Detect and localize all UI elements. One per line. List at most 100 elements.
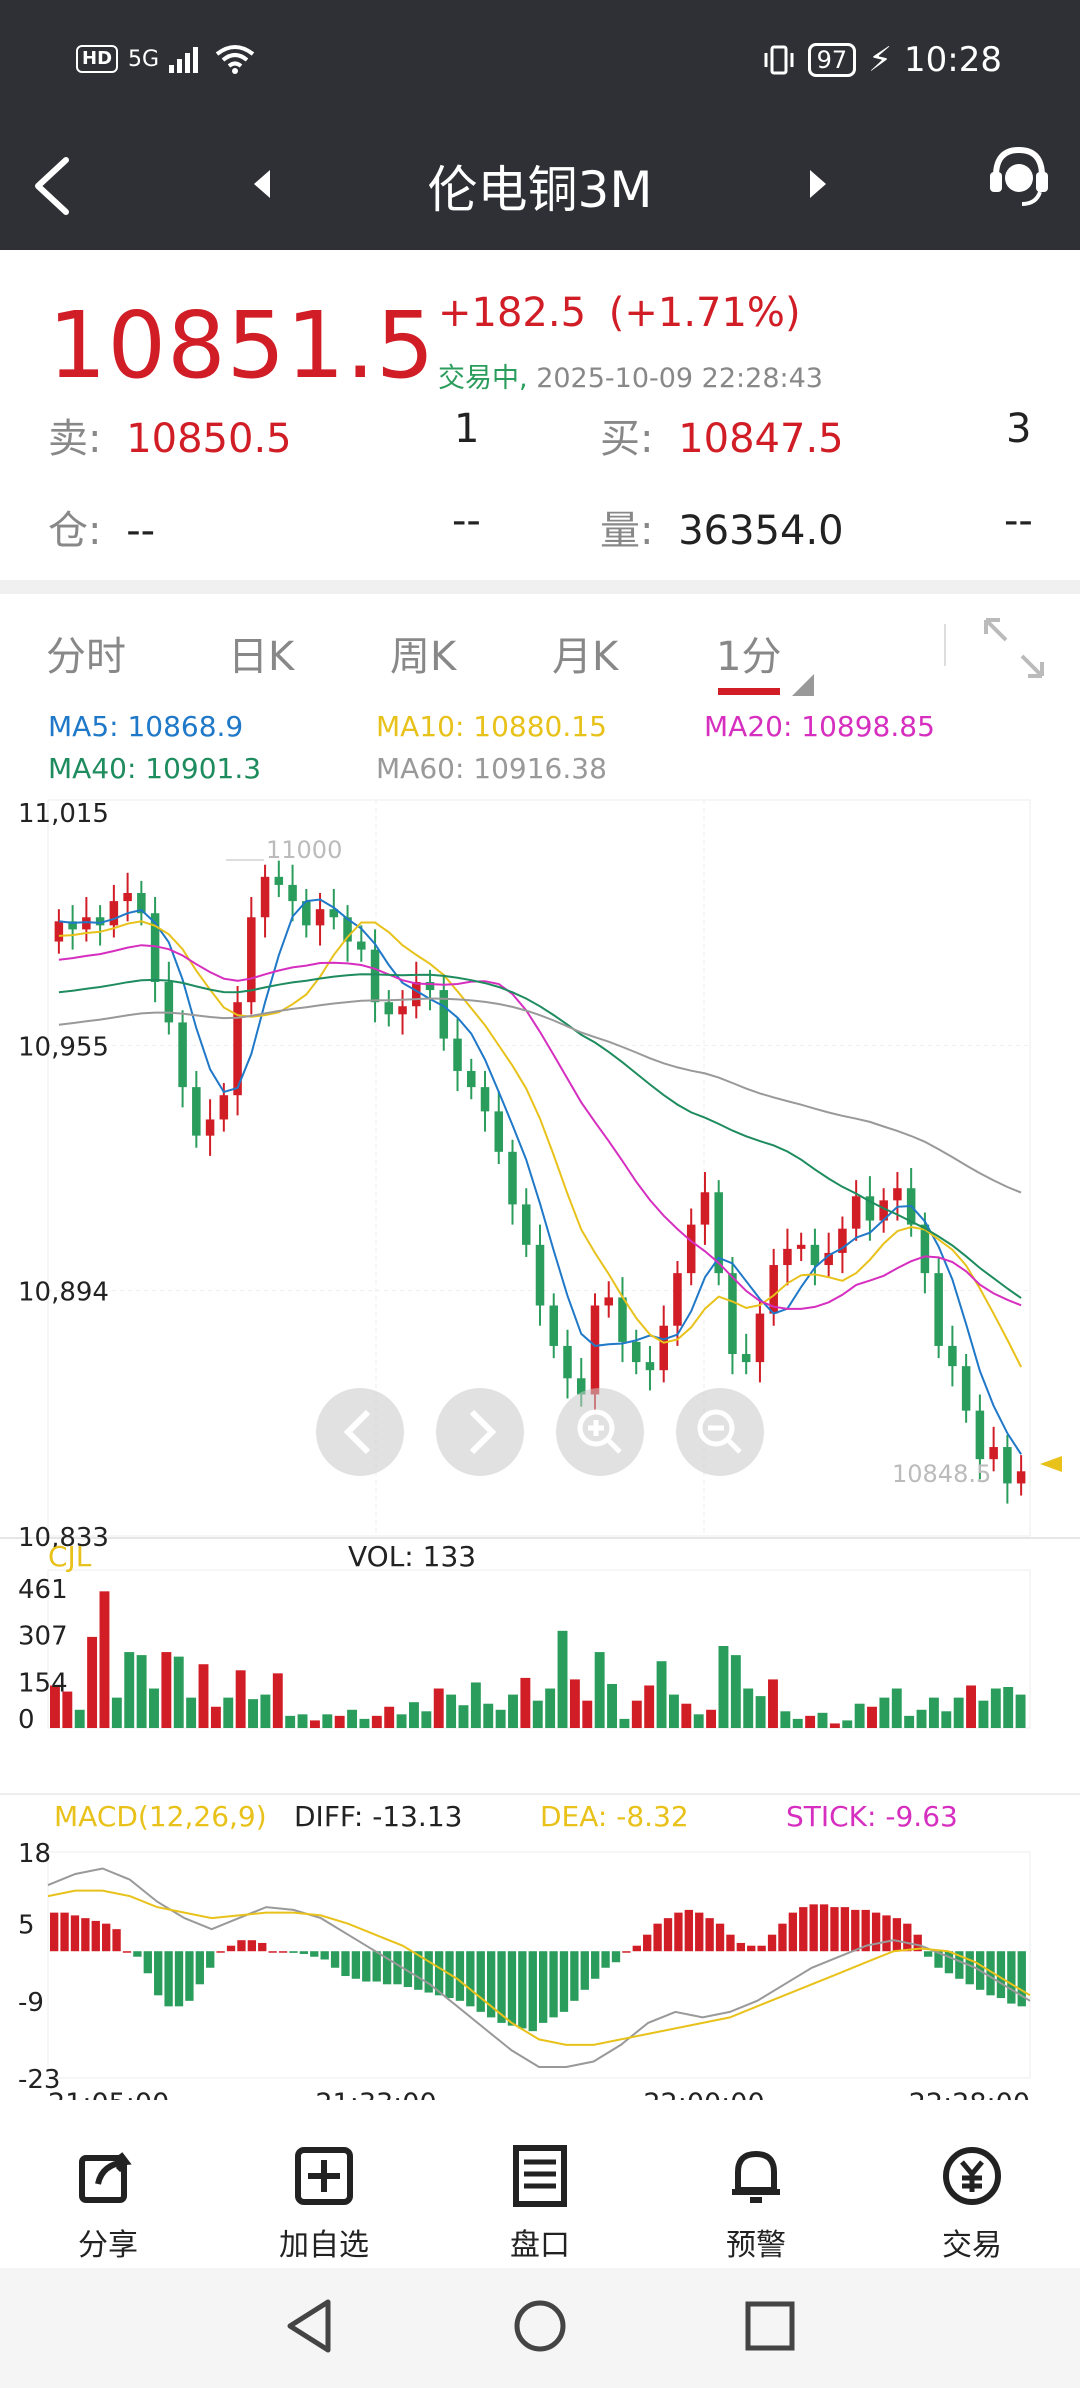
alert-button[interactable]: 预警 xyxy=(686,2144,826,2264)
oi-label: 仓: xyxy=(48,508,102,554)
charging-icon: ⚡ xyxy=(868,40,893,80)
period-tabs: 分时 日K 周K 月K 1分 xyxy=(0,594,1080,704)
candle-body xyxy=(260,876,270,918)
macd-bar xyxy=(851,1909,860,1952)
volume-bar xyxy=(74,1709,85,1728)
macd-bar xyxy=(226,1945,236,1952)
volume-bar xyxy=(136,1655,147,1728)
scroll-left-button[interactable] xyxy=(316,1388,404,1476)
candle-body xyxy=(796,1244,806,1249)
status-right: 97 ⚡ 10:28 xyxy=(762,40,1002,80)
status-left: HD 5G xyxy=(76,44,255,74)
candle-body xyxy=(700,1192,710,1225)
wifi-icon xyxy=(215,45,255,74)
tab-monthly-k[interactable]: 月K xyxy=(552,634,619,680)
zoom-out-button[interactable] xyxy=(676,1388,764,1476)
ma10-label: MA10: 10880.15 xyxy=(376,710,607,743)
trade-button[interactable]: 交易 xyxy=(902,2144,1042,2264)
macd-bar xyxy=(154,1951,163,1996)
share-button[interactable]: 分享 xyxy=(38,2144,178,2264)
volume-bar xyxy=(198,1664,209,1728)
add-watchlist-button[interactable]: 加自选 xyxy=(254,2144,394,2264)
customer-service-icon[interactable] xyxy=(986,142,1052,212)
candle-body xyxy=(137,893,146,914)
buy-qty: 3 xyxy=(1006,406,1032,452)
macd-bar xyxy=(237,1940,246,1952)
nav-back-icon[interactable] xyxy=(282,2296,338,2356)
tab-timeshare[interactable]: 分时 xyxy=(46,634,126,680)
sell-price: 10850.5 xyxy=(126,416,292,462)
volume-tick-label: 461 xyxy=(18,1575,68,1605)
volume-bar xyxy=(891,1688,902,1728)
period-dropdown-icon[interactable] xyxy=(792,674,814,696)
order-book-button[interactable]: 盘口 xyxy=(470,2144,610,2264)
moving-averages xyxy=(58,898,1022,1455)
volume-bar xyxy=(285,1715,296,1728)
macd-bar xyxy=(341,1951,350,1977)
back-arrow-icon[interactable] xyxy=(30,154,74,218)
volume-bar xyxy=(904,1715,915,1728)
macd-bar xyxy=(840,1907,850,1952)
candle-body xyxy=(398,1006,407,1015)
macd-bar xyxy=(549,1951,558,2018)
tab-weekly-k[interactable]: 周K xyxy=(390,634,457,680)
volume-bar xyxy=(260,1694,271,1728)
next-contract-icon[interactable] xyxy=(806,166,830,202)
macd-bar xyxy=(351,1951,361,1979)
macd-bar xyxy=(466,1951,475,2007)
battery-badge: 97 xyxy=(807,43,857,77)
candle-body xyxy=(659,1325,668,1371)
tab-daily-k[interactable]: 日K xyxy=(228,634,295,680)
volume-bar xyxy=(928,1697,939,1728)
macd-bar xyxy=(559,1951,569,2012)
trade-datetime: 2025-10-09 22:28:43 xyxy=(536,363,823,394)
macd-bar xyxy=(965,1951,974,1985)
volume-bar xyxy=(99,1591,110,1728)
macd-tick-label: -23 xyxy=(18,2065,60,2095)
candle-body xyxy=(425,981,435,991)
chevron-left-icon xyxy=(343,1409,371,1455)
sell-label: 卖: xyxy=(48,416,102,462)
fullscreen-icon[interactable] xyxy=(982,616,1046,680)
macd-bar xyxy=(601,1951,610,1968)
volume-bar xyxy=(569,1679,580,1728)
tab-1-minute[interactable]: 1分 xyxy=(716,634,782,680)
nav-home-icon[interactable] xyxy=(512,2296,568,2356)
chart-grid xyxy=(0,799,1080,2079)
candle-body xyxy=(370,949,380,1003)
nav-recents-icon[interactable] xyxy=(742,2296,798,2356)
candle-body xyxy=(948,1345,957,1367)
macd-bar xyxy=(653,1923,662,1952)
macd-diff-label: DIFF: -13.13 xyxy=(294,1800,462,1833)
macd-bar xyxy=(310,1951,319,1957)
volume-value: 36354.0 xyxy=(678,508,844,554)
candle-body xyxy=(769,1265,778,1314)
bell-icon xyxy=(732,2150,780,2203)
candle-body xyxy=(82,917,91,930)
scroll-right-button[interactable] xyxy=(436,1388,524,1476)
volume-bar xyxy=(607,1683,617,1728)
candle-body xyxy=(219,1095,229,1120)
macd-bar xyxy=(289,1951,298,1953)
volume-change: -- xyxy=(1004,498,1033,544)
volume-bar xyxy=(384,1706,395,1728)
candle-body xyxy=(590,1305,600,1395)
candle-body xyxy=(467,1070,476,1088)
candle-body xyxy=(357,941,366,950)
tab-separator xyxy=(944,624,946,666)
macd-bar xyxy=(434,1951,444,1996)
zoom-in-button[interactable] xyxy=(556,1388,644,1476)
kline-chart[interactable]: 11,015 10,955 10,894 10,833 11000 10848.5 CJL V… xyxy=(0,780,1080,2100)
last-price: 10851.5 xyxy=(48,292,436,399)
candle-body xyxy=(233,1002,242,1096)
volume-bars xyxy=(50,1591,1026,1728)
time-tick-label: 22:28:00 xyxy=(909,2088,1030,2100)
volume-bar xyxy=(718,1646,729,1728)
macd-bar xyxy=(674,1912,683,1952)
last-price-annotation: 10848.5 xyxy=(892,1460,991,1488)
macd-bar xyxy=(206,1951,215,1968)
volume-bar xyxy=(223,1697,234,1728)
macd-bar xyxy=(923,1951,933,1957)
prev-contract-icon[interactable] xyxy=(250,166,274,202)
zoom-in-icon xyxy=(577,1409,622,1454)
